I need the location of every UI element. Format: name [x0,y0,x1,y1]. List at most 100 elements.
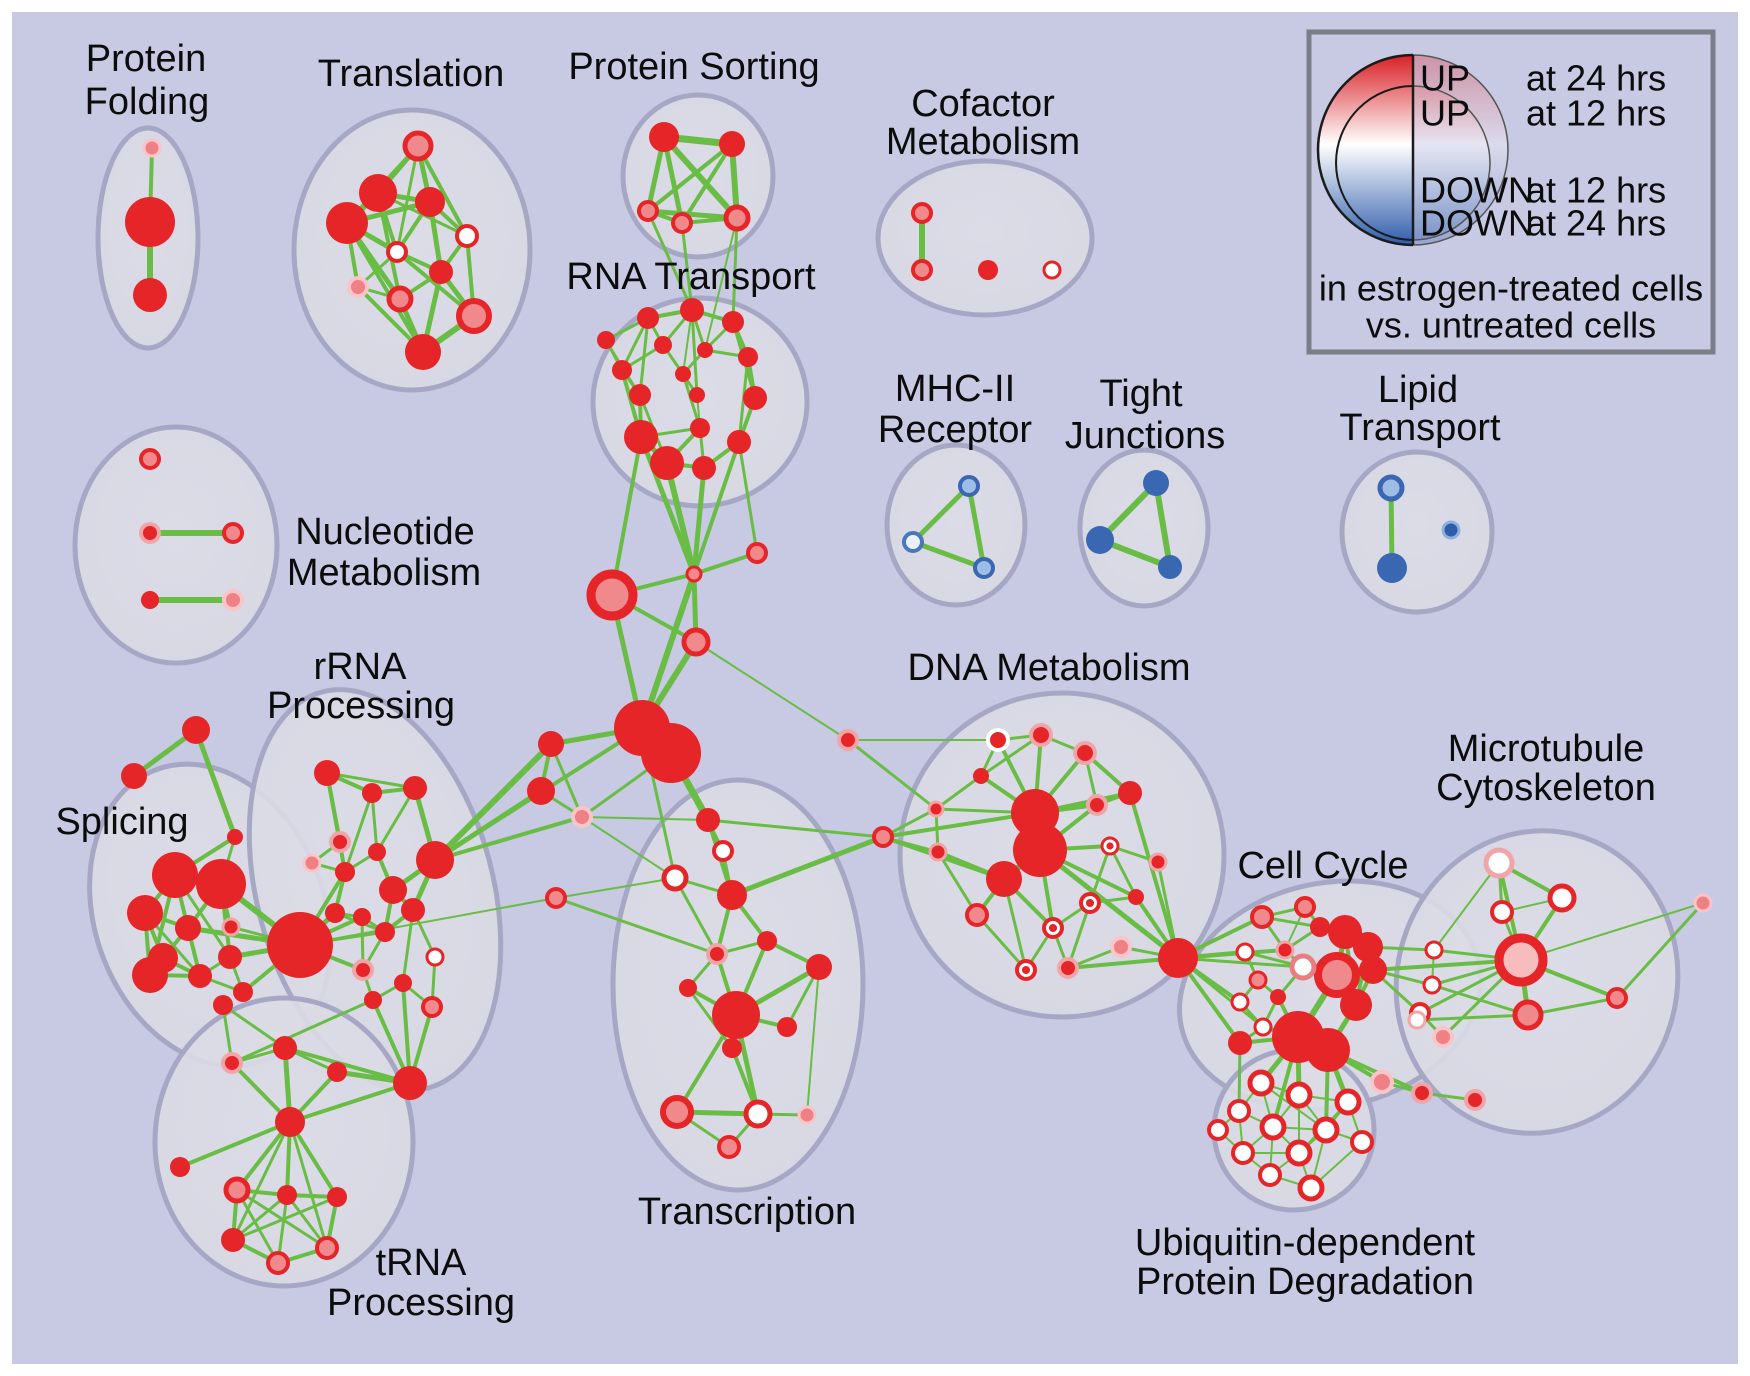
node-k23 [1411,1082,1433,1104]
node-lt3 [1441,520,1461,540]
node-n9 [327,1062,347,1082]
node-q18 [421,996,443,1018]
node-d18 [1110,936,1132,958]
node-tc6 [757,931,777,951]
node-r13 [650,446,684,480]
node-x2 [746,542,768,564]
node-m6 [1422,975,1442,995]
cluster-label-rrna-processing-0: rRNA [314,646,408,688]
node-s5 [723,204,751,232]
node-k9 [1289,953,1317,981]
edge-n0-n5 [288,1120,329,1250]
edge-r14-x1 [691,465,707,577]
node-u5 [1259,1113,1287,1141]
node-s1 [649,122,679,152]
node-mh2 [902,531,924,553]
node-x4 [681,627,711,657]
node-nm4 [141,591,159,609]
legend-caption-0: in estrogen-treated cells [1319,268,1703,309]
node-r1 [637,307,659,329]
node-x6 [527,777,555,805]
node-q7 [368,843,386,861]
node-q4 [329,831,351,853]
node-tc8 [806,954,832,980]
edge-s5-r3 [731,216,739,324]
node-m4 [1494,933,1548,987]
node-nm1 [139,448,161,470]
edge-r12-x1 [692,440,741,576]
node-t2 [359,174,397,212]
legend-time-3: at 24 hrs [1526,203,1666,244]
node-nm5 [222,589,244,611]
node-q15 [352,959,374,981]
node-nm2 [139,522,161,544]
node-m10 [1693,893,1713,913]
edge-tcL-tc5 [554,896,719,956]
edge-r12-x2 [737,440,759,555]
node-sb [267,912,333,978]
legend-caption-1: vs. untreated cells [1366,305,1656,346]
cluster-label-trna-processing-1: Processing [327,1282,515,1324]
node-tcL [545,887,567,909]
node-h2 [641,723,701,783]
node-p1 [152,852,198,898]
node-d9 [986,861,1022,897]
cluster-label-mhc-ii-receptor-1: Receptor [878,409,1033,451]
node-tc14 [797,1105,817,1125]
node-u2 [1285,1081,1313,1109]
edge-tc4-dmL [729,834,886,898]
node-p7 [132,957,168,993]
node-r14 [692,456,716,480]
edge-mh1-mh2 [910,483,972,545]
legend-box [1306,29,1716,355]
node-m2 [1547,883,1577,913]
node-q13 [401,898,425,922]
edge-q19-n0 [288,1081,412,1124]
node-cf2 [911,259,933,281]
node-r2 [680,298,704,322]
cluster-label-ubiquitin-degradation-0: Ubiquitin-dependent [1135,1222,1476,1264]
edge-n3-n4 [231,1195,339,1242]
edge-m8-m9 [1415,1013,1530,1022]
edge-q9-x5 [432,741,554,863]
legend-direction-1: UP [1420,93,1470,134]
node-q5 [302,853,322,873]
edge-s1-s5 [661,134,740,221]
node-dH [1158,938,1198,978]
cluster-label-cofactor-metabolism-0: Cofactor [911,83,1055,125]
node-tc9 [712,991,760,1039]
node-tc5 [706,943,728,965]
node-q11 [353,908,371,926]
node-core-d12 [1106,842,1114,850]
node-t3 [415,187,445,217]
node-n1 [223,1176,251,1204]
edge-x7-tc1 [581,816,709,821]
node-cf4 [1042,260,1062,280]
node-r7 [738,347,758,367]
edge-r2-r17 [690,308,699,397]
edge-x5-x7 [549,742,584,819]
node-pf2 [125,197,175,247]
edge-dC-d5 [846,738,938,811]
edge-m4-m10 [1520,902,1704,961]
edge-d8-dH [1037,847,1181,961]
edge-s4-r2 [680,221,694,312]
node-d14 [1128,889,1144,905]
edge-q1-q3 [325,771,417,790]
cluster-ellipse-ubiquitin-degradation [1211,1047,1377,1213]
node-k24 [1464,1089,1486,1111]
node-r6 [697,342,713,358]
node-r11 [690,418,710,438]
node-tc11 [722,1038,742,1058]
node-d8 [1013,823,1067,877]
cluster-ellipse-lipid-transport [1339,449,1495,615]
legend-outer-left-outline [1316,53,1414,247]
cluster-label-nucleotide-metabolism-1: Metabolism [287,552,481,594]
node-d11 [1118,781,1142,805]
node-t1 [402,130,434,162]
cluster-label-cell-cycle-0: Cell Cycle [1237,845,1408,887]
node-q1 [314,760,340,786]
node-q17 [394,974,412,992]
